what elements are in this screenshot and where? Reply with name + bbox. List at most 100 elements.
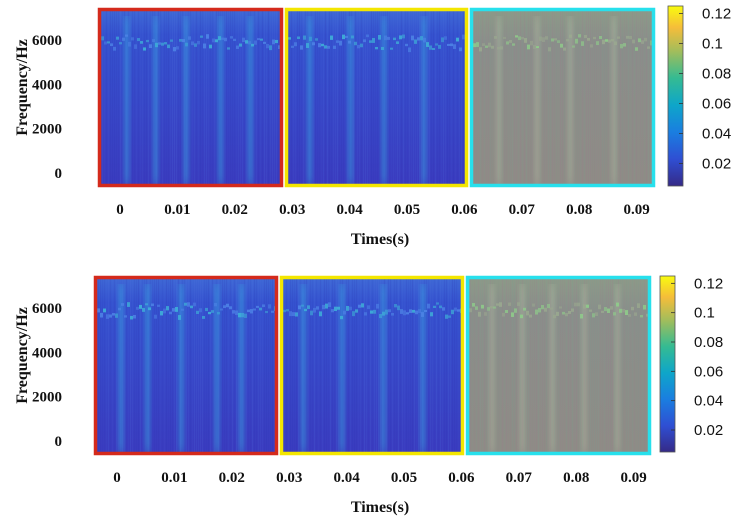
texture-line xyxy=(288,276,289,455)
texture-line xyxy=(314,276,315,455)
formant-band xyxy=(487,307,490,311)
formant-band xyxy=(378,34,381,40)
formant-band xyxy=(306,43,309,48)
formant-band xyxy=(275,39,278,44)
formant-band xyxy=(417,37,420,41)
formant-band xyxy=(300,45,303,50)
formant-band xyxy=(319,311,322,317)
texture-line xyxy=(461,8,462,187)
texture-line xyxy=(377,8,378,187)
formant-band xyxy=(632,39,635,44)
texture-line xyxy=(172,8,173,187)
formant-band xyxy=(408,47,411,53)
texture-line xyxy=(126,276,127,455)
formant-band xyxy=(291,45,294,48)
texture-line xyxy=(394,276,395,455)
energy-streak xyxy=(307,16,313,185)
formant-band xyxy=(245,40,248,44)
x-tick-label: 0.03 xyxy=(279,202,305,218)
formant-band xyxy=(176,46,179,50)
formant-band xyxy=(269,45,272,51)
formant-band xyxy=(376,303,379,309)
texture-line xyxy=(638,276,639,455)
formant-band xyxy=(143,47,146,51)
texture-line xyxy=(355,8,356,187)
formant-band xyxy=(488,42,491,48)
texture-line xyxy=(266,8,267,187)
texture-line xyxy=(632,8,633,187)
texture-line xyxy=(610,276,611,455)
texture-line xyxy=(578,8,579,187)
texture-line xyxy=(386,276,387,455)
formant-band xyxy=(439,305,442,309)
texture-line xyxy=(452,276,453,455)
texture-line xyxy=(293,8,294,187)
texture-line xyxy=(334,276,335,455)
texture-line xyxy=(435,8,436,187)
texture-line xyxy=(372,276,373,455)
texture-line xyxy=(427,8,428,187)
texture-line xyxy=(624,8,625,187)
formant-band xyxy=(131,37,134,41)
texture-line xyxy=(504,8,505,187)
texture-line xyxy=(345,8,346,187)
formant-band xyxy=(517,302,520,306)
texture-line xyxy=(400,276,401,455)
formant-band xyxy=(580,313,583,319)
formant-band xyxy=(220,308,223,311)
formant-band xyxy=(610,306,613,310)
texture-line xyxy=(202,8,203,187)
texture-line xyxy=(628,276,629,455)
formant-band xyxy=(388,309,391,313)
formant-band xyxy=(500,46,503,50)
formant-band xyxy=(587,37,590,41)
formant-band xyxy=(444,36,447,40)
colorbar-tick-label: 0.1 xyxy=(694,305,715,322)
texture-line xyxy=(381,8,382,187)
formant-band xyxy=(602,39,605,45)
texture-line xyxy=(216,8,217,187)
texture-line xyxy=(640,276,641,455)
texture-line xyxy=(433,8,434,187)
texture-line xyxy=(266,276,267,455)
formant-band xyxy=(453,44,456,49)
formant-band xyxy=(221,37,224,40)
formant-band xyxy=(304,308,307,312)
texture-line xyxy=(112,8,113,187)
formant-band xyxy=(142,307,145,312)
energy-streak xyxy=(214,284,220,453)
formant-band xyxy=(367,305,370,310)
texture-line xyxy=(510,276,511,455)
texture-line xyxy=(361,8,362,187)
texture-line xyxy=(346,276,347,455)
formant-band xyxy=(447,43,450,46)
formant-band xyxy=(348,40,351,44)
texture-line xyxy=(324,276,325,455)
formant-band xyxy=(491,45,494,49)
texture-line xyxy=(402,276,403,455)
formant-band xyxy=(345,35,348,38)
texture-line xyxy=(200,276,201,455)
texture-line xyxy=(196,276,197,455)
texture-line xyxy=(516,8,517,187)
texture-line xyxy=(184,276,185,455)
texture-line xyxy=(626,8,627,187)
colorbar-tick-label: 0.12 xyxy=(694,275,723,292)
texture-line xyxy=(403,8,404,187)
texture-line xyxy=(276,8,277,187)
formant-band xyxy=(330,35,333,40)
texture-line xyxy=(368,276,369,455)
formant-band xyxy=(334,306,337,312)
texture-line xyxy=(299,8,300,187)
texture-line xyxy=(260,276,261,455)
x-tick-label: 0.07 xyxy=(506,470,533,486)
texture-line xyxy=(174,8,175,187)
texture-line xyxy=(136,8,137,187)
texture-line xyxy=(236,276,237,455)
texture-line xyxy=(256,276,257,455)
texture-line xyxy=(550,8,551,187)
texture-line xyxy=(278,8,279,187)
texture-line xyxy=(476,8,477,187)
texture-line xyxy=(138,276,139,455)
formant-band xyxy=(479,47,482,52)
